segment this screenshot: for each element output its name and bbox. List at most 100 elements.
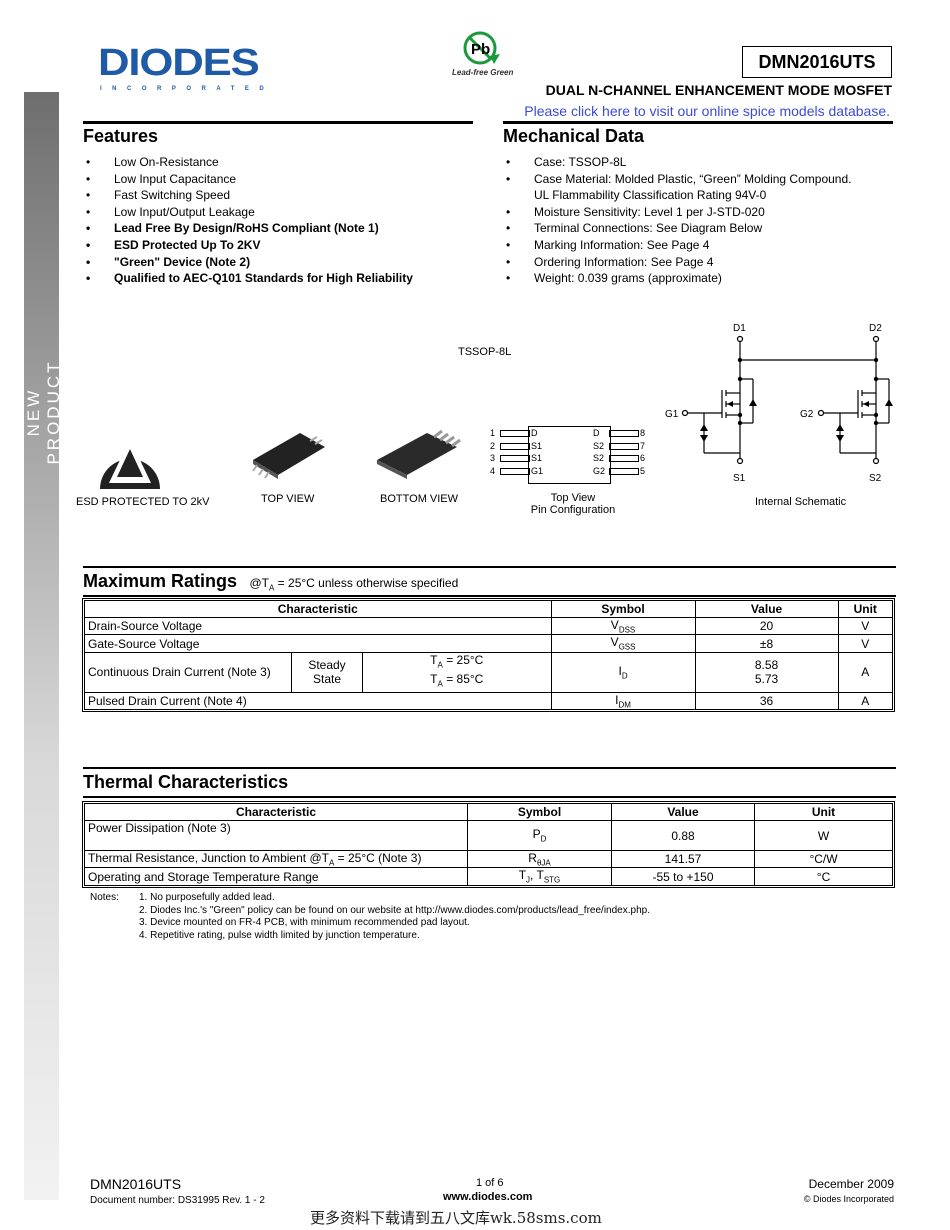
features-list: Low On-ResistanceLow Input CapacitanceFa… <box>86 154 413 287</box>
t-sub: A <box>437 679 443 689</box>
spice-models-link[interactable]: Please click here to visit our online sp… <box>524 103 890 119</box>
cell-symbol: VGSS <box>550 634 696 653</box>
pin-number: 7 <box>640 440 646 451</box>
logo-subtitle: INCORPORATED <box>100 86 275 92</box>
lead-free-green-label: Lead-free Green <box>452 68 514 77</box>
top-view-caption: TOP VIEW <box>261 493 315 505</box>
max-ratings-condition: @TA = 25°C unless otherwise specified <box>249 576 459 593</box>
cell-unit: V <box>837 616 894 636</box>
cell-value: 8.58 5.73 <box>694 651 839 693</box>
table-row: Pulsed Drain Current (Note 4) IDM 36 A <box>84 691 894 710</box>
esd-caption: ESD PROTECTED TO 2kV <box>76 496 210 508</box>
list-item: Case Material: Molded Plastic, “Green” M… <box>506 171 851 188</box>
pin-name: S2 <box>593 440 605 451</box>
cell-unit: W <box>754 820 893 851</box>
cell-symbol: IDM <box>550 691 696 710</box>
thermal-table: Characteristic Symbol Value Unit Power Diss… <box>84 803 893 886</box>
sym: V <box>610 635 619 650</box>
watermark: 更多资料下载请到五八文库wk.58sms.com <box>310 1209 602 1227</box>
list-item: UL Flammability Classification Rating 94… <box>506 187 851 204</box>
cell-value: 141.57 <box>611 849 755 869</box>
sym: I <box>618 663 622 678</box>
max-ratings-title: Maximum Ratings <box>83 571 238 591</box>
pin-name: G2 <box>593 465 606 476</box>
sym: R <box>528 851 537 865</box>
label-s1: S1 <box>733 473 746 484</box>
char-pre: Thermal Resistance, Junction to Ambient … <box>88 851 329 865</box>
list-item: Marking Information: See Page 4 <box>506 237 851 254</box>
cell-symbol: VDSS <box>550 616 696 636</box>
pin-name: S2 <box>593 453 605 463</box>
thermal-table-frame: Characteristic Symbol Value Unit Power Diss… <box>82 801 895 888</box>
internal-schematic: D1 D2 G1 G2 S1 S2 <box>665 323 893 484</box>
pin-lead <box>609 430 639 437</box>
cond-sub: A <box>269 583 275 593</box>
pin-number: 2 <box>490 440 496 451</box>
features-title: Features <box>83 121 473 147</box>
pin-lead <box>500 442 530 450</box>
package-top-view-image <box>252 433 325 479</box>
cell-char: Operating and Storage Temperature Range <box>84 867 468 886</box>
pin-lead <box>500 467 530 475</box>
pin-caption-line1: Top View <box>550 492 596 504</box>
char-post: = 25°C (Note 3) <box>334 851 422 865</box>
thermal-header: Thermal Characteristics <box>83 767 896 798</box>
esd-warning-icon <box>100 439 160 489</box>
cell-unit: °C <box>754 867 893 886</box>
t-post: = 25°C <box>442 652 484 667</box>
sym2: , T <box>530 868 544 883</box>
sym-sub: J <box>526 875 531 885</box>
cell-symbol: TJ, TSTG <box>467 867 612 886</box>
list-item: Terminal Connections: See Diagram Below <box>506 220 851 237</box>
max-ratings-header: Maximum Ratings @TA = 25°C unless otherw… <box>83 566 896 597</box>
pin-number: 6 <box>640 453 646 463</box>
cell-symbol: ID <box>550 651 696 693</box>
cell-symbol: RθJA <box>467 849 612 869</box>
footer-page: 1 of 6 <box>476 1177 504 1189</box>
feature-item: Low Input Capacitance <box>86 171 413 188</box>
max-ratings-table: Characteristic Symbol Value Unit Drain-Sour… <box>84 600 894 710</box>
pin-lead <box>500 455 530 462</box>
package-label: TSSOP-8L <box>458 346 512 358</box>
sidebar-label: NEW PRODUCT <box>24 359 63 465</box>
pin-configuration: 1 D 2 S1 3 S1 4 G1 8 D 7 S2 6 S2 5 G2 <box>488 426 648 486</box>
feature-item: Fast Switching Speed <box>86 187 413 204</box>
value-25: 8.58 <box>754 658 779 673</box>
feature-item: Lead Free By Design/RoHS Compliant (Note… <box>86 220 413 237</box>
cell-char: Power Dissipation (Note 3) <box>84 820 468 851</box>
cell-state: Steady State <box>291 651 363 693</box>
label-d1: D1 <box>733 323 746 334</box>
pin-number: 1 <box>490 428 496 438</box>
table-row: Continuous Drain Current (Note 3) Steady … <box>84 651 894 693</box>
table-row: Thermal Resistance, Junction to Ambient … <box>84 849 893 869</box>
t-post: = 85°C <box>442 672 484 687</box>
lead-free-icon: Pb <box>463 31 500 65</box>
feature-item: "Green" Device (Note 2) <box>86 254 413 271</box>
pin-name: S1 <box>531 440 543 451</box>
col-characteristic: Characteristic <box>84 803 468 821</box>
pin-name: G1 <box>531 465 544 476</box>
cond-post: = 25°C unless otherwise specified <box>274 576 459 590</box>
sym: P <box>532 827 541 842</box>
feature-item: ESD Protected Up To 2KV <box>86 237 413 254</box>
t: T <box>430 672 438 687</box>
max-ratings-table-frame: Characteristic Symbol Value Unit Drain-Sour… <box>82 598 895 712</box>
diodes-logo: DIODES <box>98 42 260 84</box>
char-sub: A <box>328 858 335 868</box>
label-d2: D2 <box>869 323 882 334</box>
feature-item: Qualified to AEC-Q101 Standards for High… <box>86 270 413 287</box>
device-subtitle: DUAL N-CHANNEL ENHANCEMENT MODE MOSFET <box>545 82 892 98</box>
footer-website[interactable]: www.diodes.com <box>443 1191 533 1203</box>
mechanical-list: Case: TSSOP-8L Case Material: Molded Pla… <box>506 154 851 287</box>
col-value: Value <box>611 803 755 821</box>
cell-char: Continuous Drain Current (Note 3) <box>84 651 292 693</box>
sym: V <box>610 618 619 632</box>
col-unit: Unit <box>754 803 893 821</box>
pin-name: D <box>593 428 600 438</box>
pin-number: 4 <box>490 465 496 476</box>
list-item-text: UL Flammability Classification Rating 94… <box>534 188 767 203</box>
cell-char: Gate-Source Voltage <box>84 634 552 653</box>
list-item: Weight: 0.039 grams (approximate) <box>506 270 851 287</box>
package-bottom-view-image <box>377 429 461 479</box>
